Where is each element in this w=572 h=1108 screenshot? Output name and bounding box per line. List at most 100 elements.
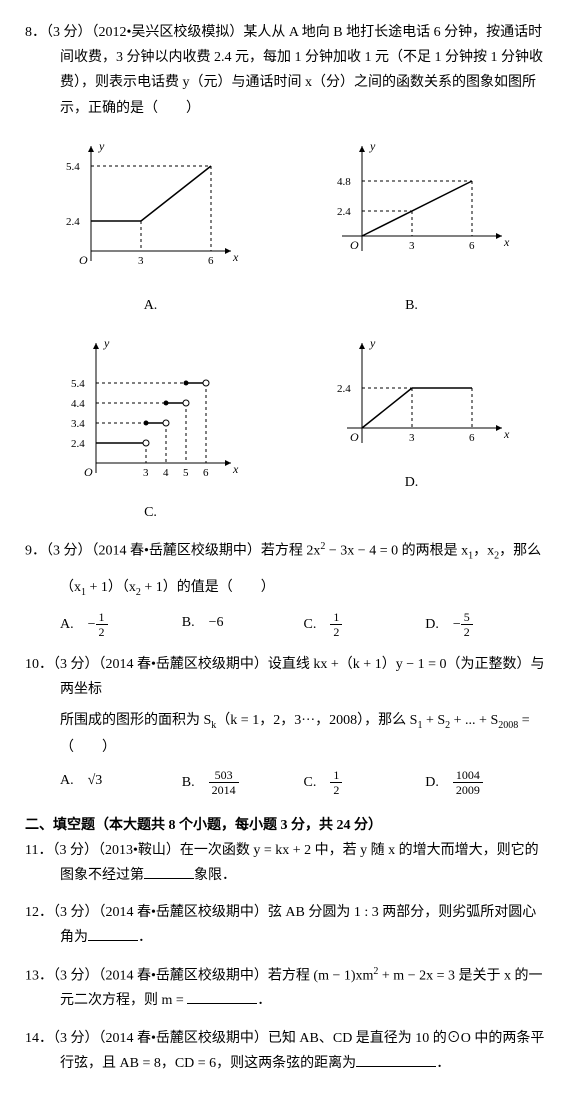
q11-points: （3 分） <box>52 843 98 858</box>
q14-number: 14． <box>25 1031 53 1046</box>
svg-text:3: 3 <box>409 432 415 444</box>
svg-text:3.4: 3.4 <box>71 418 85 430</box>
question-10: 10．（3 分）（2014 春•岳麓区校级期中）设直线 kx +（k + 1）y… <box>25 652 547 798</box>
q11-text: 11．（3 分）（2013•鞍山）在一次函数 y = kx + 2 中，若 y … <box>25 838 547 888</box>
q9-source: （2014 春•岳麓区校级期中） <box>92 543 261 558</box>
svg-text:O: O <box>79 253 88 267</box>
svg-text:x: x <box>232 250 239 264</box>
svg-text:6: 6 <box>469 432 475 444</box>
svg-text:4: 4 <box>163 467 169 479</box>
blank-13 <box>187 989 257 1004</box>
svg-text:2.4: 2.4 <box>337 383 351 395</box>
svg-text:6: 6 <box>469 240 475 252</box>
q10-options: A. √3 B. 5032014 C. 12 D. 10042009 <box>25 768 547 798</box>
q9-optC: C. 12 <box>304 610 426 640</box>
blank-14 <box>356 1052 436 1067</box>
question-11: 11．（3 分）（2013•鞍山）在一次函数 y = kx + 2 中，若 y … <box>25 838 547 888</box>
svg-text:6: 6 <box>208 255 214 267</box>
q9-optA: A. −12 <box>60 610 182 640</box>
q13-source: （2014 春•岳麓区校级期中） <box>99 968 268 983</box>
q9-optB: B. −6 <box>182 610 304 640</box>
q12-tb: ． <box>138 930 152 945</box>
q9-optD: D. −52 <box>425 610 547 640</box>
svg-text:x: x <box>503 235 510 249</box>
q13-number: 13． <box>25 968 53 983</box>
q10-number: 10． <box>25 657 53 672</box>
q10-td: + S <box>422 713 445 728</box>
q10-optA: A. √3 <box>60 768 182 798</box>
svg-text:3: 3 <box>409 240 415 252</box>
svg-text:2.4: 2.4 <box>66 216 80 228</box>
q9-tc: ，x <box>473 543 494 558</box>
chart-a-label: A. <box>61 293 241 318</box>
q9-line2: （x1 + 1）（x2 + 1）的值是（ ） <box>25 575 547 602</box>
chart-d: x y O 2.4 3 6 <box>312 333 512 453</box>
svg-text:5.4: 5.4 <box>71 378 85 390</box>
q13-points: （3 分） <box>53 968 99 983</box>
q10-text: 10．（3 分）（2014 春•岳麓区校级期中）设直线 kx +（k + 1）y… <box>25 652 547 702</box>
chart-b-container: x y O 2.4 4.8 3 6 B. <box>312 136 512 318</box>
q11-source: （2013•鞍山） <box>98 843 180 858</box>
q9-options: A. −12 B. −6 C. 12 D. −52 <box>25 610 547 640</box>
q10-optD: D. 10042009 <box>425 768 547 798</box>
q10-te: + ... + S <box>450 713 498 728</box>
q14-points: （3 分） <box>53 1031 99 1046</box>
q11-tb: 象限． <box>194 868 236 883</box>
svg-text:y: y <box>98 139 105 153</box>
q9-ta: 若方程 2x <box>261 543 321 558</box>
q14-text: 14．（3 分）（2014 春•岳麓区校级期中）已知 AB、CD 是直径为 10… <box>25 1026 547 1076</box>
q12-text: 12．（3 分）（2014 春•岳麓区校级期中）弦 AB 分圆为 1 : 3 两… <box>25 900 547 950</box>
q13-ta: 若方程 (m − 1)xm <box>268 968 374 983</box>
q10-tb: 所围成的图形的面积为 S <box>60 713 211 728</box>
svg-text:x: x <box>232 462 239 476</box>
blank-12 <box>88 926 138 941</box>
chart-b: x y O 2.4 4.8 3 6 <box>312 136 512 276</box>
svg-text:x: x <box>503 427 510 441</box>
q10-optC: C. 12 <box>304 768 426 798</box>
q13-tc: ． <box>257 993 271 1008</box>
q9-l2b: + 1）（x <box>86 580 136 595</box>
q10-line2: 所围成的图形的面积为 Sk（k = 1，2，3···，2008），那么 S1 +… <box>25 708 547 760</box>
q8-charts-row1: x y O 5.4 2.4 3 6 A. x y O <box>25 136 547 318</box>
q11-number: 11． <box>25 843 52 858</box>
svg-text:3: 3 <box>143 467 149 479</box>
svg-text:6: 6 <box>203 467 209 479</box>
q9-text: 9．（3 分）（2014 春•岳麓区校级期中）若方程 2x2 − 3x − 4 … <box>25 538 547 565</box>
svg-text:y: y <box>369 139 376 153</box>
chart-c: x y O 2.4 <box>61 333 241 483</box>
chart-d-label: D. <box>312 470 512 495</box>
q9-tb: − 3x − 4 = 0 的两根是 x <box>325 543 468 558</box>
chart-a: x y O 5.4 2.4 3 6 <box>61 136 241 276</box>
svg-text:4.8: 4.8 <box>337 176 351 188</box>
question-13: 13．（3 分）（2014 春•岳麓区校级期中）若方程 (m − 1)xm2 +… <box>25 963 547 1014</box>
q9-l2c: + 1）的值是（ ） <box>141 580 275 595</box>
q8-points: （3 分） <box>46 25 92 40</box>
question-8: 8．（3 分）（2012•吴兴区校级模拟）某人从 A 地向 B 地打长途电话 6… <box>25 20 547 526</box>
question-14: 14．（3 分）（2014 春•岳麓区校级期中）已知 AB、CD 是直径为 10… <box>25 1026 547 1076</box>
q10-tc: （k = 1，2，3···，2008），那么 S <box>216 713 417 728</box>
svg-text:O: O <box>84 465 93 479</box>
chart-c-container: x y O 2.4 <box>61 333 241 525</box>
svg-text:O: O <box>350 238 359 252</box>
q8-number: 8． <box>25 25 46 40</box>
question-12: 12．（3 分）（2014 春•岳麓区校级期中）弦 AB 分圆为 1 : 3 两… <box>25 900 547 950</box>
question-9: 9．（3 分）（2014 春•岳麓区校级期中）若方程 2x2 − 3x − 4 … <box>25 538 547 640</box>
svg-text:5: 5 <box>183 467 189 479</box>
section-2-title: 二、填空题（本大题共 8 个小题，每小题 3 分，共 24 分） <box>25 813 547 838</box>
q13-text: 13．（3 分）（2014 春•岳麓区校级期中）若方程 (m − 1)xm2 +… <box>25 963 547 1014</box>
q8-source: （2012•吴兴区校级模拟） <box>92 25 244 40</box>
svg-text:2.4: 2.4 <box>337 206 351 218</box>
q8-text: 8．（3 分）（2012•吴兴区校级模拟）某人从 A 地向 B 地打长途电话 6… <box>25 20 547 121</box>
q14-tb: ． <box>436 1056 450 1071</box>
svg-text:3: 3 <box>138 255 144 267</box>
q14-source: （2014 春•岳麓区校级期中） <box>99 1031 268 1046</box>
svg-text:y: y <box>103 336 110 350</box>
q10-source: （2014 春•岳麓区校级期中） <box>99 657 268 672</box>
q9-points: （3 分） <box>46 543 92 558</box>
svg-text:2.4: 2.4 <box>71 438 85 450</box>
chart-a-container: x y O 5.4 2.4 3 6 A. <box>61 136 241 318</box>
chart-b-label: B. <box>312 293 512 318</box>
svg-text:4.4: 4.4 <box>71 398 85 410</box>
svg-text:5.4: 5.4 <box>66 161 80 173</box>
q8-charts-row2: x y O 2.4 <box>25 333 547 525</box>
